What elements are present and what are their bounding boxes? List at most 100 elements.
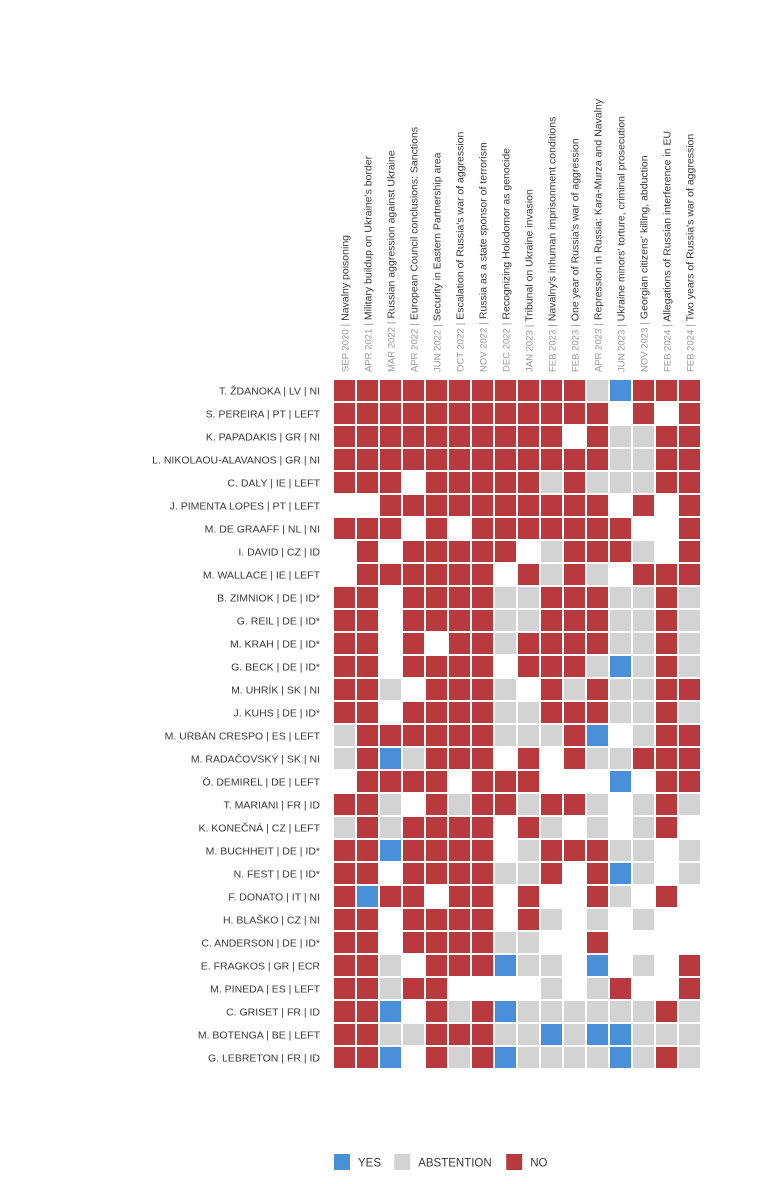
column-header: FEB 2024 | Allegations of Russian interf… bbox=[662, 131, 674, 372]
vote-cell bbox=[495, 863, 516, 884]
vote-cell bbox=[495, 380, 516, 401]
vote-cell bbox=[426, 1024, 447, 1045]
vote-cell bbox=[380, 564, 401, 585]
vote-cell bbox=[564, 1001, 585, 1022]
vote-cell bbox=[334, 794, 355, 815]
row-label: K. KONEČNÁ | CZ | LEFT bbox=[198, 822, 320, 835]
vote-cell bbox=[334, 886, 355, 907]
vote-cell bbox=[403, 610, 424, 631]
vote-cell bbox=[633, 909, 654, 930]
vote-cell bbox=[334, 587, 355, 608]
vote-cell bbox=[656, 748, 677, 769]
vote-cell bbox=[472, 725, 493, 746]
vote-cell bbox=[380, 978, 401, 999]
vote-cell bbox=[541, 403, 562, 424]
vote-cell bbox=[679, 955, 700, 976]
vote-cell bbox=[541, 518, 562, 539]
vote-cell bbox=[541, 679, 562, 700]
vote-cell bbox=[495, 1047, 516, 1068]
vote-cell bbox=[426, 679, 447, 700]
vote-cell bbox=[679, 564, 700, 585]
vote-cell bbox=[449, 679, 470, 700]
row-label: M. UHRÍK | SK | NI bbox=[231, 684, 320, 697]
vote-cell bbox=[472, 633, 493, 654]
vote-cell bbox=[518, 886, 539, 907]
vote-cell bbox=[403, 771, 424, 792]
vote-cell bbox=[449, 541, 470, 562]
vote-cell bbox=[495, 495, 516, 516]
vote-cell bbox=[357, 817, 378, 838]
vote-cell bbox=[426, 518, 447, 539]
vote-cell bbox=[472, 380, 493, 401]
vote-cell bbox=[564, 1047, 585, 1068]
vote-cell bbox=[541, 656, 562, 677]
vote-cell bbox=[564, 610, 585, 631]
row-label: T. MARIANI | FR | ID bbox=[224, 800, 321, 812]
vote-cell bbox=[472, 679, 493, 700]
vote-cell bbox=[564, 702, 585, 723]
vote-cell bbox=[334, 679, 355, 700]
vote-cell bbox=[541, 794, 562, 815]
vote-cell bbox=[334, 840, 355, 861]
vote-cell bbox=[564, 403, 585, 424]
row-label: G. BECK | DE | ID* bbox=[231, 662, 320, 674]
vote-cell bbox=[449, 1001, 470, 1022]
vote-cell bbox=[334, 978, 355, 999]
vote-cell bbox=[495, 955, 516, 976]
vote-cell bbox=[380, 840, 401, 861]
row-label: E. FRAGKOS | GR | ECR bbox=[201, 961, 321, 973]
vote-cell bbox=[564, 1024, 585, 1045]
vote-cell bbox=[426, 472, 447, 493]
row-label: L. NIKOLAOU-ALAVANOS | GR | NI bbox=[152, 455, 320, 467]
vote-cell bbox=[403, 978, 424, 999]
vote-cell bbox=[587, 1047, 608, 1068]
vote-cell bbox=[587, 518, 608, 539]
vote-cell bbox=[610, 978, 631, 999]
vote-cell bbox=[518, 840, 539, 861]
vote-cell bbox=[610, 449, 631, 470]
vote-cell bbox=[357, 794, 378, 815]
vote-cell bbox=[679, 1024, 700, 1045]
vote-cell bbox=[541, 909, 562, 930]
vote-cell bbox=[633, 656, 654, 677]
vote-cell bbox=[610, 1001, 631, 1022]
vote-cell bbox=[472, 748, 493, 769]
row-label: M. DE GRAAFF | NL | NI bbox=[205, 524, 320, 536]
vote-cell bbox=[357, 518, 378, 539]
vote-cell bbox=[403, 932, 424, 953]
vote-cell bbox=[334, 472, 355, 493]
vote-cell bbox=[380, 380, 401, 401]
vote-cell bbox=[380, 794, 401, 815]
vote-cell bbox=[357, 380, 378, 401]
vote-cell bbox=[541, 863, 562, 884]
vote-cell bbox=[426, 1001, 447, 1022]
vote-cell bbox=[334, 610, 355, 631]
vote-cell bbox=[495, 794, 516, 815]
vote-cell bbox=[495, 403, 516, 424]
vote-cell bbox=[656, 472, 677, 493]
vote-cell bbox=[587, 1001, 608, 1022]
vote-cell bbox=[633, 426, 654, 447]
row-label: M. BOTENGA | BE | LEFT bbox=[198, 1030, 321, 1042]
vote-cell bbox=[633, 449, 654, 470]
vote-cell bbox=[380, 1047, 401, 1068]
vote-cell bbox=[403, 840, 424, 861]
vote-cell bbox=[403, 702, 424, 723]
vote-cell bbox=[679, 679, 700, 700]
vote-cell bbox=[357, 541, 378, 562]
row-label: J. PIMENTA LOPES | PT | LEFT bbox=[170, 501, 321, 513]
vote-cell bbox=[380, 518, 401, 539]
vote-cell bbox=[357, 748, 378, 769]
vote-cell bbox=[403, 587, 424, 608]
vote-cell bbox=[541, 1047, 562, 1068]
vote-cell bbox=[403, 817, 424, 838]
vote-cell bbox=[334, 702, 355, 723]
vote-cell bbox=[380, 1024, 401, 1045]
vote-cell bbox=[334, 403, 355, 424]
vote-cell bbox=[541, 955, 562, 976]
vote-cell bbox=[541, 702, 562, 723]
vote-cell bbox=[564, 679, 585, 700]
vote-cell bbox=[518, 794, 539, 815]
vote-cell bbox=[380, 771, 401, 792]
vote-cell bbox=[518, 518, 539, 539]
